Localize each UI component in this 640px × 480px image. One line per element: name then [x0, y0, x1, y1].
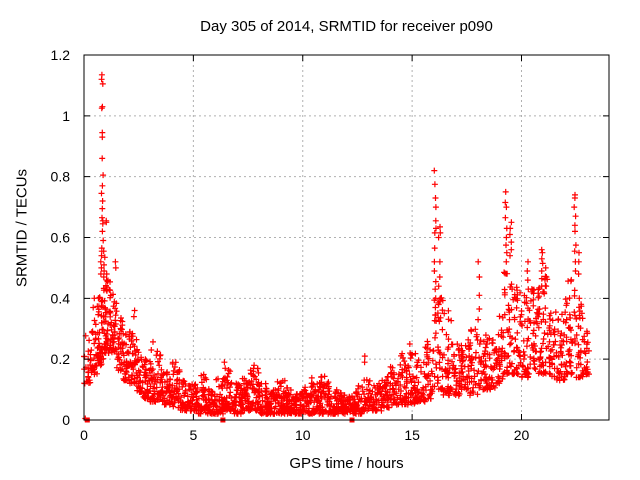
y-tick-label: 0 [62, 412, 70, 428]
x-tick-label: 15 [404, 427, 420, 443]
y-tick-label: 0.2 [51, 351, 71, 367]
x-axis-label: GPS time / hours [289, 455, 404, 472]
x-tick-label: 5 [189, 427, 197, 443]
chart-title: Day 305 of 2014, SRMTID for receiver p09… [200, 18, 493, 35]
axis-ticks [83, 54, 609, 421]
y-tick-label: 1.2 [51, 47, 71, 63]
x-tick-label: 20 [514, 427, 530, 443]
y-tick-label: 0.6 [51, 230, 71, 246]
y-tick-label: 0.8 [51, 169, 71, 185]
y-tick-label: 0.4 [51, 290, 71, 306]
y-tick-label: 1 [62, 108, 70, 124]
x-tick-label: 10 [295, 427, 311, 443]
scatter-points [81, 71, 592, 422]
x-tick-label: 0 [80, 427, 88, 443]
